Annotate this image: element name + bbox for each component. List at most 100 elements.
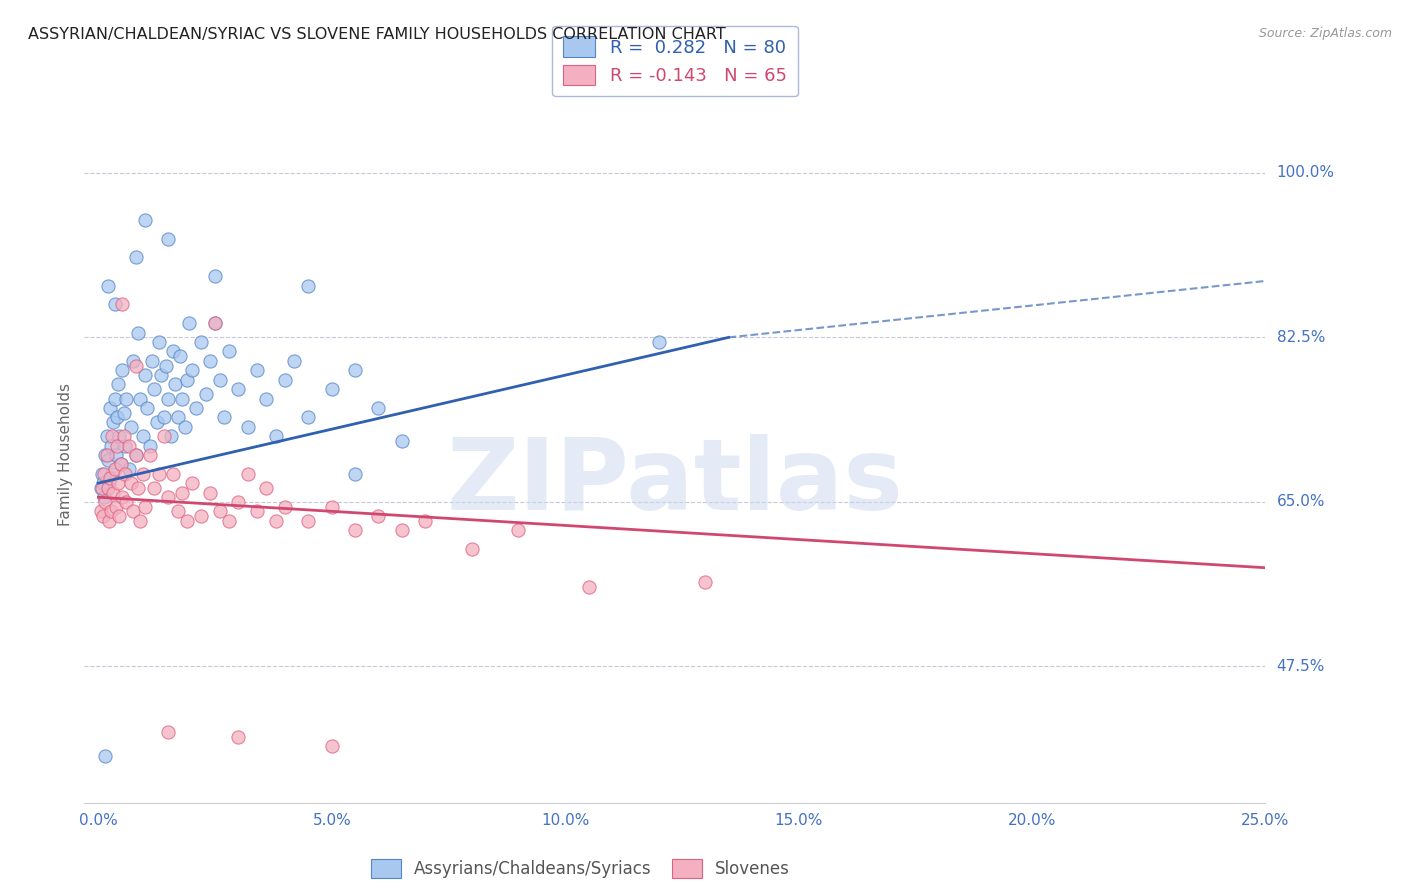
Point [100, 438, 122, 452]
Point [228, 730, 250, 744]
Point [129, 392, 152, 406]
Point [367, 509, 389, 524]
Point [172, 485, 194, 500]
Point [155, 359, 177, 373]
Point [91, 481, 114, 495]
Point [190, 335, 212, 350]
Point [97, 514, 120, 528]
Point [228, 382, 250, 396]
Point [367, 401, 389, 415]
Point [208, 373, 231, 387]
Point [97, 476, 120, 491]
Point [264, 429, 287, 443]
Point [115, 392, 138, 406]
Point [218, 344, 240, 359]
Point [218, 514, 240, 528]
Point [104, 392, 127, 406]
Point [321, 500, 343, 514]
Point [138, 438, 160, 452]
Point [508, 523, 530, 537]
Point [148, 467, 170, 481]
Point [115, 495, 138, 509]
Point [200, 485, 222, 500]
Point [166, 410, 188, 425]
Point [141, 354, 163, 368]
Point [344, 523, 367, 537]
Text: 47.5%: 47.5% [1277, 659, 1324, 674]
Point [194, 386, 217, 401]
Point [105, 500, 128, 514]
Point [108, 429, 131, 443]
Point [91, 509, 114, 524]
Point [97, 481, 120, 495]
Point [246, 504, 269, 518]
Point [157, 725, 180, 739]
Point [91, 467, 114, 481]
Point [321, 739, 343, 754]
Point [93, 467, 115, 481]
Point [274, 373, 297, 387]
Point [98, 471, 121, 485]
Point [96, 429, 118, 443]
Point [578, 580, 600, 594]
Point [112, 429, 135, 443]
Point [413, 514, 436, 528]
Point [297, 278, 319, 293]
Point [100, 504, 122, 518]
Point [110, 458, 132, 472]
Point [114, 467, 136, 481]
Point [122, 354, 145, 368]
Point [110, 458, 132, 472]
Point [111, 490, 134, 504]
Point [179, 316, 201, 330]
Point [125, 448, 148, 462]
Point [145, 415, 167, 429]
Point [204, 316, 226, 330]
Point [122, 504, 145, 518]
Point [90, 504, 112, 518]
Point [111, 297, 134, 311]
Y-axis label: Family Households: Family Households [58, 384, 73, 526]
Point [208, 504, 231, 518]
Point [90, 481, 112, 495]
Point [143, 382, 166, 396]
Point [96, 448, 118, 462]
Point [111, 363, 134, 377]
Point [134, 212, 156, 227]
Point [94, 748, 117, 763]
Point [134, 500, 156, 514]
Point [204, 316, 226, 330]
Point [200, 354, 222, 368]
Point [132, 467, 155, 481]
Point [97, 278, 120, 293]
Point [159, 429, 181, 443]
Point [236, 419, 259, 434]
Legend: Assyrians/Chaldeans/Syriacs, Slovenes: Assyrians/Chaldeans/Syriacs, Slovenes [364, 853, 797, 885]
Point [461, 541, 484, 556]
Point [97, 452, 120, 467]
Point [120, 419, 142, 434]
Point [391, 523, 413, 537]
Point [157, 490, 180, 504]
Text: ZIPatlas: ZIPatlas [447, 434, 903, 532]
Point [118, 462, 141, 476]
Point [94, 448, 117, 462]
Point [108, 509, 131, 524]
Point [297, 514, 319, 528]
Point [283, 354, 305, 368]
Point [246, 363, 269, 377]
Point [204, 269, 226, 284]
Text: 100.0%: 100.0% [1277, 165, 1334, 180]
Point [114, 438, 136, 452]
Point [152, 429, 174, 443]
Point [169, 349, 191, 363]
Point [186, 401, 208, 415]
Point [107, 377, 129, 392]
Point [93, 490, 115, 504]
Point [101, 467, 124, 481]
Point [127, 326, 149, 340]
Point [150, 368, 173, 382]
Point [166, 504, 188, 518]
Point [274, 500, 297, 514]
Point [143, 481, 166, 495]
